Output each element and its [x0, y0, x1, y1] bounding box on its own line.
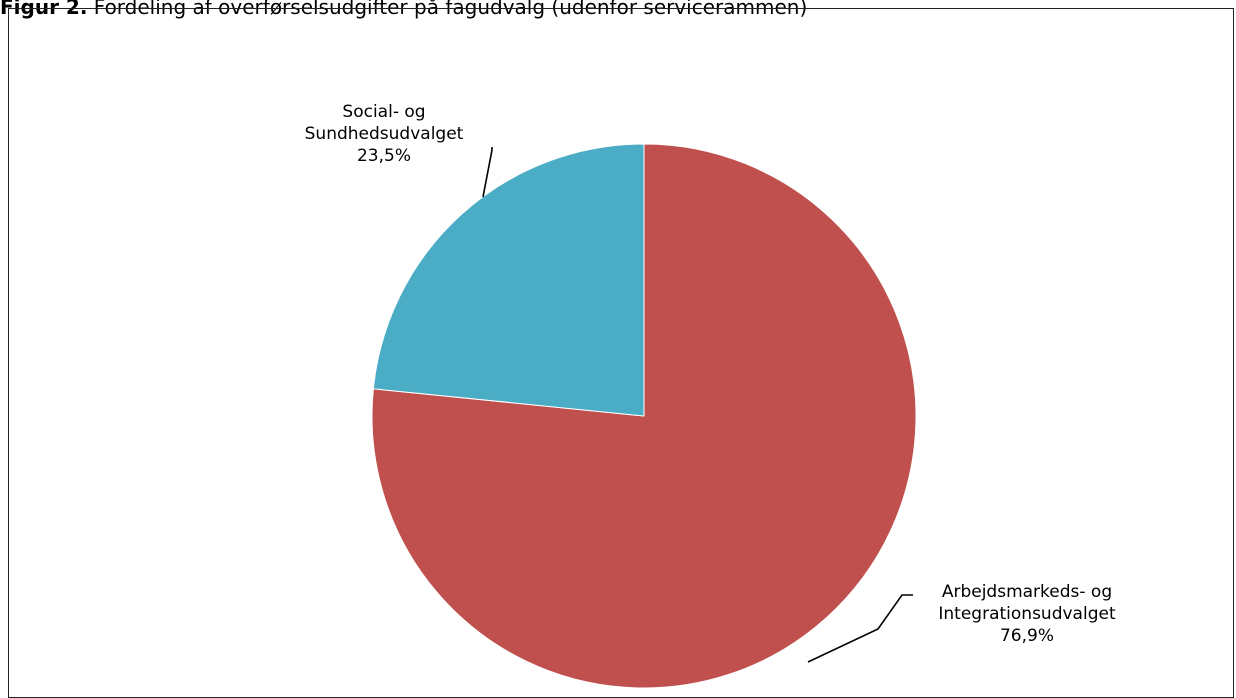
figure-label: Figur 2.: [0, 0, 88, 19]
slice-name-line: Integrationsudvalget: [938, 604, 1116, 624]
figure-caption: Fordeling af overførselsudgifter på fagu…: [93, 0, 808, 19]
leader-line-1: [807, 594, 913, 663]
slice-percent: 23,5%: [357, 146, 411, 166]
leader-line-2: [482, 147, 493, 198]
pie-slice-2: [372, 143, 645, 417]
slice-percent: 76,9%: [1000, 626, 1054, 646]
pie-slice-1: [371, 143, 917, 689]
figure-title: Figur 2. Fordeling af overførselsudgifte…: [0, 0, 807, 22]
data-labels: Arbejdsmarkeds- og Integrationsudvalget 76…: [305, 102, 1116, 646]
data-label-1: Arbejdsmarkeds- og Integrationsudvalget 76…: [938, 582, 1116, 646]
leader-lines: [482, 147, 913, 663]
data-label-2: Social- og Sundhedsudvalget 23,5%: [305, 102, 464, 166]
pie-slices: [371, 143, 917, 689]
slice-name-line: Social- og: [342, 102, 425, 122]
slice-name-line: Sundhedsudvalget: [305, 124, 464, 144]
slice-name-line: Arbejdsmarkeds- og: [942, 582, 1112, 602]
